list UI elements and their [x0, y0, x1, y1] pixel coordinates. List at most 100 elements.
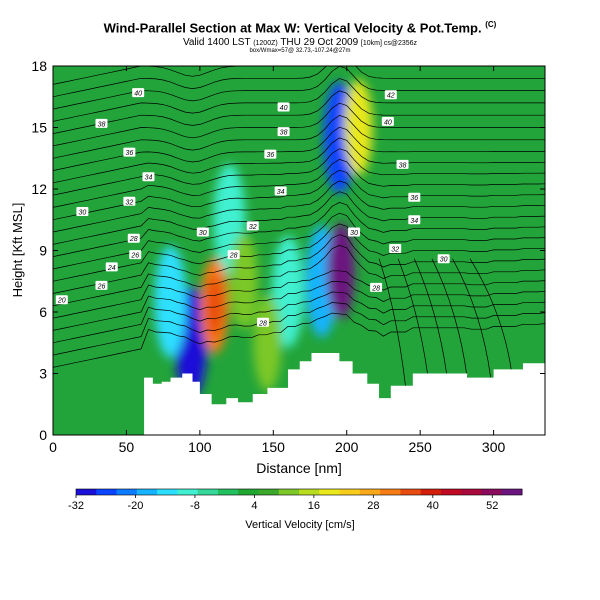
svg-text:28: 28 — [371, 285, 380, 292]
isentrope-label-7: 36 — [264, 149, 277, 159]
isentrope-1 — [53, 302, 545, 356]
isentrope-label-27: 28 — [257, 317, 270, 327]
subtitle-source: [10km] cs@2356z — [360, 40, 418, 47]
isentrope-label-17: 30 — [348, 227, 361, 237]
colorbar-swatch-12 — [319, 489, 341, 495]
svg-text:34: 34 — [410, 218, 418, 225]
colorbar-swatch-17 — [420, 489, 442, 495]
subtitle-valid: Valid 1400 LST — [182, 37, 251, 48]
isentrope-22 — [53, 66, 545, 98]
colorbar-swatch-20 — [481, 489, 503, 495]
svg-text:28: 28 — [229, 253, 238, 260]
isentrope-label-8: 38 — [396, 159, 409, 169]
isentrope-15 — [53, 137, 545, 184]
isentrope-label-23: 24 — [105, 262, 118, 272]
colorbar-swatch-11 — [299, 489, 320, 495]
colorbar: -32 -20 -8 4 16 28 40 52 — [68, 488, 523, 512]
colorbar-swatch-14 — [359, 489, 381, 495]
svg-text:36: 36 — [125, 150, 133, 157]
isentrope-label-4: 38 — [277, 127, 290, 137]
isentrope-10 — [53, 191, 545, 245]
isentrope-0 — [53, 312, 545, 368]
colorbar-tick-label-1: -20 — [128, 500, 144, 512]
isentrope-13 — [53, 159, 545, 208]
svg-text:42: 42 — [387, 93, 395, 100]
updraft-cell-1 — [253, 294, 282, 391]
isentrope-label-1: 40 — [277, 102, 290, 112]
svg-text:40: 40 — [384, 119, 392, 126]
isentrope-label-16: 30 — [196, 227, 209, 237]
downdraft-cell-1 — [154, 245, 187, 358]
colorbar-tick-label-7: 52 — [486, 500, 498, 512]
chart-title: Wind-Parallel Section at Max W: Vertical… — [0, 20, 600, 35]
isentrope-6 — [53, 234, 545, 294]
svg-text:38: 38 — [399, 162, 407, 169]
isentrope-label-3: 38 — [95, 118, 108, 128]
isentrope-2 — [53, 291, 545, 344]
colorbar-tick-label-2: -8 — [190, 500, 200, 512]
isentrope-label-18: 28 — [127, 233, 140, 243]
y-axis-label: Height [Kft MSL] — [10, 203, 25, 298]
plot-area: 40 40 42 38 38 40 36 36 38 34 34 36 32 32 34 30 30 30 28 28… — [53, 66, 545, 435]
svg-text:34: 34 — [277, 189, 285, 196]
isentrope-label-11: 36 — [408, 192, 421, 202]
svg-text:38: 38 — [98, 121, 106, 128]
colorbar-tick-label-4: 16 — [308, 500, 320, 512]
svg-text:30: 30 — [440, 257, 448, 264]
svg-text:38: 38 — [280, 130, 288, 137]
conv-contour-2 — [413, 258, 447, 374]
colorbar-tick-label-5: 28 — [367, 500, 379, 512]
downdraft-core-0 — [183, 312, 200, 373]
svg-text:28: 28 — [129, 236, 138, 243]
isentrope-20 — [53, 78, 545, 122]
colorbar-swatch-16 — [400, 489, 422, 495]
svg-text:26: 26 — [130, 253, 139, 260]
isentrope-label-12: 32 — [123, 196, 136, 206]
colorbar-swatch-10 — [278, 489, 300, 495]
isentrope-4 — [53, 270, 545, 319]
y-tick-label-4: 12 — [31, 181, 47, 197]
svg-text:20: 20 — [57, 298, 66, 305]
x-tick-label-3: 150 — [262, 439, 286, 455]
colorbar-swatch-4 — [157, 489, 178, 495]
isentrope-labels: 40 40 42 38 38 40 36 36 38 34 34 36 32 32 34 30 30 30 28 28… — [55, 88, 450, 327]
chart-subtitle: Valid 1400 LST (1200Z) THU 29 Oct 2009 [… — [0, 37, 600, 48]
colorbar-swatch-0 — [76, 489, 97, 495]
svg-text:24: 24 — [107, 265, 116, 272]
colorbar-swatch-7 — [217, 489, 239, 495]
isentrope-label-22: 30 — [437, 254, 450, 264]
terrain — [53, 353, 545, 435]
isentrope-label-20: 32 — [389, 243, 402, 253]
colorbar-swatch-19 — [461, 489, 482, 495]
conv-contour-4 — [452, 258, 492, 378]
isentrope-17 — [53, 115, 545, 159]
updraft-cell-4 — [229, 233, 258, 330]
downdraft-cell-4 — [271, 235, 304, 348]
isentrope-label-21: 26 — [129, 250, 142, 260]
colorbar-swatch-6 — [197, 489, 219, 495]
svg-text:32: 32 — [249, 224, 257, 231]
svg-text:34: 34 — [145, 175, 153, 182]
isentrope-3 — [53, 281, 545, 331]
colorbar-swatch-5 — [177, 489, 199, 495]
y-tick-label-5: 15 — [31, 120, 47, 136]
x-tick-label-4: 200 — [335, 439, 359, 455]
colorbar-label: Vertical Velocity [cm/s] — [245, 519, 354, 531]
colorbar-swatch-1 — [96, 489, 118, 495]
isentrope-label-0: 40 — [132, 88, 145, 98]
colorbar-tick-label-6: 40 — [427, 500, 439, 512]
svg-text:36: 36 — [266, 152, 274, 159]
x-tick-label-2: 100 — [188, 439, 212, 455]
svg-text:32: 32 — [391, 246, 399, 253]
updraft-cell-3 — [344, 79, 373, 176]
y-tick-label-0: 0 — [39, 427, 47, 443]
isentrope-label-5: 40 — [381, 116, 394, 126]
svg-text:36: 36 — [410, 195, 418, 202]
isentrope-label-2: 42 — [384, 90, 397, 100]
svg-text:30: 30 — [78, 210, 86, 217]
title-mark: (C) — [485, 20, 497, 29]
colorbar-swatch-3 — [136, 489, 158, 495]
